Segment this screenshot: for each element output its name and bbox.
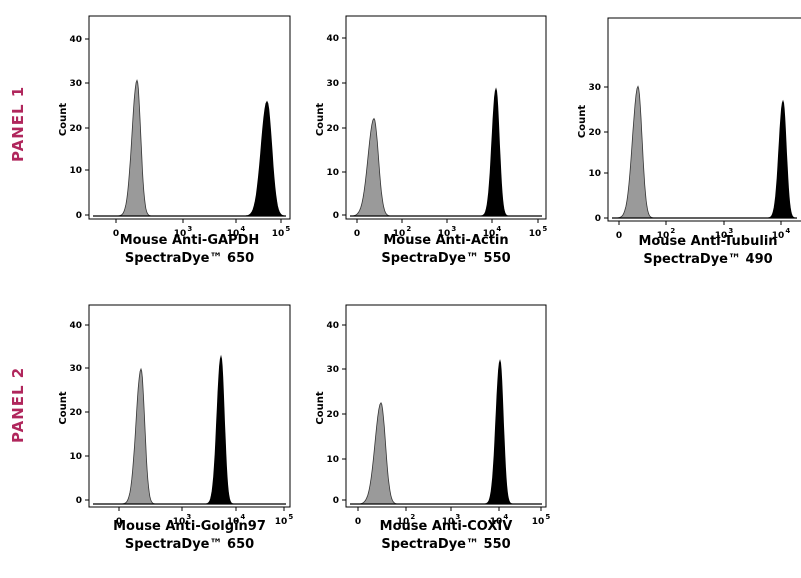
x-axis-label: Mouse Anti-COXIV (380, 519, 513, 534)
y-tick-label: 40 (69, 321, 82, 331)
x-tick-label: 105 (532, 513, 551, 527)
x-axis-sublabel: SpectraDye™ 550 (381, 537, 510, 552)
x-tick-label: 104 (483, 225, 502, 239)
y-tick-label: 10 (588, 169, 601, 179)
plot-frame (88, 304, 291, 508)
y-tick-label: 40 (326, 321, 339, 331)
stained-histogram (484, 359, 513, 505)
y-tick-label: 20 (69, 124, 82, 134)
control-histogram (122, 367, 155, 505)
control-histogram (358, 401, 398, 505)
plot-frame (345, 304, 547, 508)
x-tick-label: 104 (490, 513, 509, 527)
stained-histogram (205, 354, 234, 505)
y-tick-label: 0 (76, 211, 82, 221)
x-tick-label: 0 (616, 231, 622, 241)
x-tick-label: 104 (772, 227, 791, 241)
y-axis-label: Count (577, 105, 588, 138)
stained-histogram (767, 99, 796, 219)
control-histogram (118, 79, 151, 217)
control-histogram (351, 117, 391, 217)
x-axis-label: Mouse Anti-Tubulin (638, 234, 777, 249)
x-tick-label: 103 (174, 225, 193, 239)
y-tick-label: 40 (69, 35, 82, 45)
x-tick-label: 105 (275, 513, 294, 527)
y-tick-label: 30 (326, 365, 339, 375)
x-axis-label: Mouse Anti-Golgin97 (113, 519, 266, 534)
histogram-1: 0 10 20 30 40 Count 0 103 104 105 Mouse Anti-GAPDH… (58, 15, 291, 266)
x-tick-label: 105 (529, 225, 548, 239)
x-axis-sublabel: SpectraDye™ 490 (643, 252, 772, 267)
y-tick-label: 20 (69, 408, 82, 418)
y-tick-label: 0 (76, 496, 82, 506)
x-axis-sublabel: SpectraDye™ 650 (125, 251, 254, 266)
y-tick-label: 0 (333, 211, 339, 221)
y-axis-label: Count (58, 103, 69, 136)
control-histogram (617, 85, 654, 219)
x-tick-label: 104 (227, 225, 246, 239)
y-tick-label: 10 (69, 166, 82, 176)
x-tick-label: 103 (173, 513, 192, 527)
x-axis-label: Mouse Anti-GAPDH (120, 233, 260, 248)
x-tick-label: 0 (355, 517, 361, 527)
y-axis-label: Count (58, 391, 69, 424)
y-tick-label: 30 (69, 364, 82, 374)
x-tick-label: 102 (393, 225, 412, 239)
x-tick-label: 103 (715, 227, 734, 241)
stained-histogram (480, 87, 509, 217)
histogram-2: 0 10 20 30 40 Count 0 102 103 104 105 Mouse Anti-Ac… (315, 15, 548, 266)
y-axis-label: Count (315, 103, 326, 136)
y-tick-label: 10 (69, 452, 82, 462)
x-tick-label: 0 (113, 229, 119, 239)
histogram-5: 0 10 20 30 40 Count 0 102 103 104 105 Mouse Anti-CO… (315, 304, 551, 552)
y-tick-label: 20 (326, 124, 339, 134)
x-tick-label: 103 (442, 513, 461, 527)
x-tick-label: 102 (657, 227, 676, 241)
y-tick-label: 40 (326, 34, 339, 44)
y-tick-label: 30 (69, 79, 82, 89)
plot-frame (345, 15, 547, 220)
x-axis-label: Mouse Anti-Actin (383, 233, 508, 248)
x-tick-label: 104 (227, 513, 246, 527)
y-tick-label: 10 (326, 455, 339, 465)
x-tick-label: 105 (272, 225, 291, 239)
plot-frame (607, 17, 801, 222)
x-tick-label: 103 (438, 225, 457, 239)
y-tick-label: 30 (588, 83, 601, 93)
y-axis-label: Count (315, 391, 326, 424)
y-tick-label: 30 (326, 79, 339, 89)
stained-histogram (245, 100, 285, 217)
histogram-4: 0 10 20 30 40 Count 0 103 104 105 Mouse Anti-Golgi… (58, 304, 294, 552)
x-tick-label: 0 (116, 517, 122, 527)
y-tick-label: 20 (588, 128, 601, 138)
plot-frame (88, 15, 291, 220)
y-tick-label: 10 (326, 168, 339, 178)
x-tick-label: 102 (397, 513, 416, 527)
x-axis-sublabel: SpectraDye™ 550 (381, 251, 510, 266)
y-tick-label: 0 (595, 214, 601, 224)
x-axis-sublabel: SpectraDye™ 650 (125, 537, 254, 552)
y-tick-label: 0 (333, 496, 339, 506)
y-tick-label: 20 (326, 410, 339, 420)
x-tick-label: 0 (354, 229, 360, 239)
